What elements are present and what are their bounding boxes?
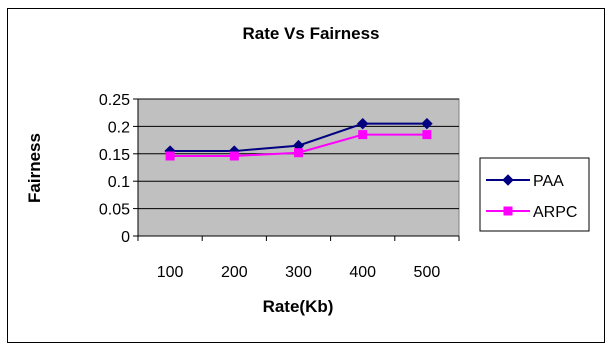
- y-tick-label: 0.25: [99, 92, 130, 109]
- x-tick-label: 200: [221, 264, 248, 281]
- legend-box: [479, 157, 590, 232]
- legend: PAA ARPC: [479, 157, 590, 232]
- y-tick-label: 0.05: [99, 202, 130, 219]
- series-group: [164, 117, 433, 161]
- plot-area: [137, 98, 460, 237]
- legend-item-arpc: ARPC: [486, 204, 577, 221]
- data-point: [165, 151, 175, 161]
- legend-marker: [502, 174, 514, 186]
- y-axis-title: Fairness: [25, 133, 44, 203]
- y-tick-label: 0: [121, 229, 130, 246]
- x-tick-label: 100: [157, 264, 184, 281]
- data-point: [422, 130, 432, 140]
- series-paa: [164, 117, 433, 157]
- y-axis-ticks: 0 0.05 0.1 0.15 0.2 0.25: [99, 92, 138, 246]
- legend-item-paa: PAA: [486, 173, 564, 190]
- x-tick-label: 400: [349, 264, 376, 281]
- y-tick-label: 0.1: [108, 174, 130, 191]
- y-tick-label: 0.2: [108, 119, 130, 136]
- legend-marker: [503, 206, 513, 216]
- data-point: [229, 151, 239, 161]
- series-arpc: [165, 130, 432, 161]
- y-tick-label: 0.15: [99, 147, 130, 164]
- x-tick-label: 300: [285, 264, 312, 281]
- data-point: [294, 148, 303, 158]
- data-point: [358, 130, 368, 140]
- chart-title: Rate Vs Fairness: [242, 24, 379, 43]
- x-tick-label: 500: [414, 264, 441, 281]
- axes: [137, 99, 459, 237]
- data-point: [421, 117, 433, 130]
- x-axis-title: Rate(Kb): [263, 297, 334, 316]
- legend-label: PAA: [533, 173, 564, 190]
- x-axis-ticks: 100 200 300 400 500: [137, 236, 460, 281]
- legend-label: ARPC: [533, 204, 577, 221]
- data-point: [356, 117, 369, 130]
